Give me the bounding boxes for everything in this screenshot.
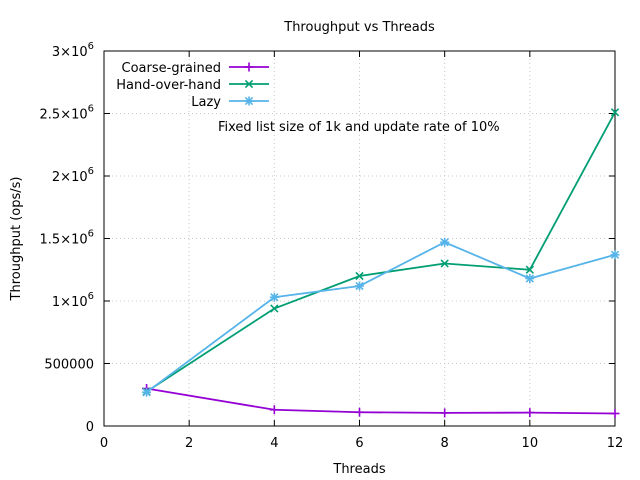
point-marker [440, 408, 450, 418]
y-tick-label: 1×106 [52, 291, 94, 310]
y-axis-label: Throughput (ops/s) [9, 177, 24, 302]
point-marker [440, 259, 449, 268]
y-tick-exponent: 6 [88, 291, 94, 302]
point-marker [270, 304, 279, 313]
series-coarse-grained [142, 384, 620, 418]
x-axis-label: Threads [332, 462, 385, 477]
point-marker [269, 405, 279, 415]
y-tick-mantissa: 1×10 [52, 295, 88, 310]
y-tick-label: 1.5×106 [40, 229, 94, 248]
legend-label: Hand-over-hand [116, 78, 221, 93]
x-tick-label: 4 [270, 436, 278, 451]
axis-ticks: 0 2 4 6 8 10 1205000001×1061.5×1062×1062.5×106… [40, 41, 624, 451]
point-marker [610, 250, 620, 260]
y-tick-mantissa: 1.5×10 [40, 233, 88, 248]
x-tick-label: 0 [100, 436, 108, 451]
point-marker [355, 271, 364, 281]
y-tick-label: 2×106 [52, 166, 94, 185]
y-tick-exponent: 6 [88, 41, 94, 52]
legend: Coarse-grained Hand-over-hand Lazy [116, 61, 269, 110]
point-marker [440, 237, 450, 247]
point-marker [610, 409, 620, 418]
y-tick-exponent: 6 [88, 166, 94, 177]
series-lines [142, 108, 620, 418]
y-tick-label: 0 [86, 420, 94, 435]
point-marker [244, 96, 254, 106]
chart-annotation: Fixed list size of 1k and update rate of… [218, 120, 500, 135]
series-line [146, 387, 616, 415]
chart-title: Throughput vs Threads [283, 20, 435, 35]
y-tick-exponent: 6 [88, 229, 94, 240]
y-tick-label: 2.5×106 [40, 104, 94, 123]
point-marker [525, 265, 534, 274]
x-tick-label: 2 [185, 436, 193, 451]
legend-label: Lazy [191, 95, 221, 110]
series-hand-over-hand [142, 108, 620, 396]
legend-label: Coarse-grained [122, 61, 221, 76]
series-line [146, 241, 616, 393]
y-tick-label: 3×106 [52, 41, 94, 60]
point-marker [525, 274, 535, 283]
point-marker [142, 387, 152, 397]
point-marker [525, 408, 535, 418]
point-marker [355, 281, 364, 291]
y-tick-exponent: 6 [88, 104, 94, 115]
y-tick-mantissa: 2.5×10 [40, 108, 88, 123]
point-marker [355, 407, 364, 417]
y-tick-label: 500000 [44, 358, 94, 373]
point-marker [269, 292, 279, 302]
x-tick-label: 6 [355, 436, 363, 451]
y-tick-mantissa: 0 [86, 420, 94, 435]
point-marker [244, 79, 254, 89]
y-tick-mantissa: 2×10 [52, 170, 88, 185]
point-marker [610, 108, 620, 117]
y-tick-mantissa: 3×10 [52, 45, 88, 60]
y-tick-mantissa: 500000 [44, 358, 94, 373]
series-lazy [142, 237, 620, 397]
point-marker [244, 62, 254, 72]
series-line [146, 111, 616, 393]
x-tick-label: 8 [441, 436, 449, 451]
x-tick-label: 10 [522, 436, 539, 451]
x-tick-label: 12 [607, 436, 624, 451]
